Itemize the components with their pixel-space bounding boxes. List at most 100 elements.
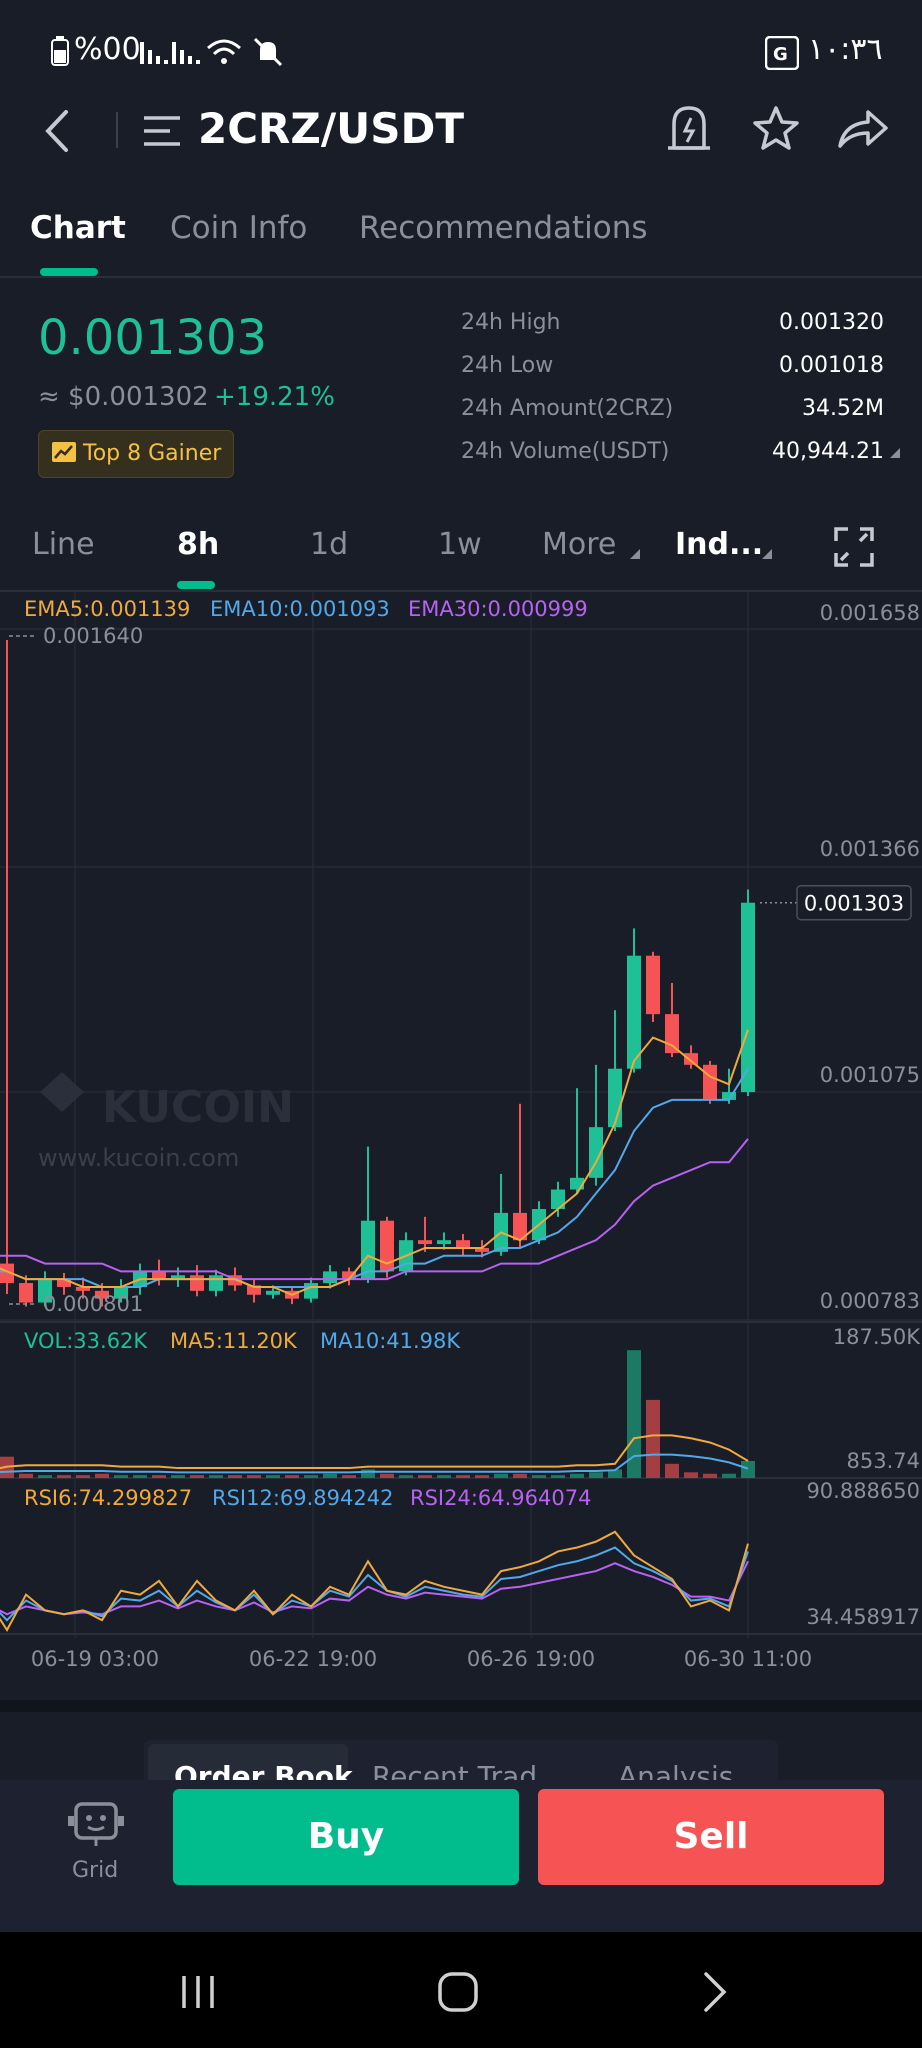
tab-recent-trades[interactable]: Recent Trad [372, 1760, 538, 1780]
tab-analysis[interactable]: Analysis [618, 1760, 734, 1780]
volume-legend-item: VOL:33.62K [24, 1329, 148, 1353]
volume-bar [494, 1473, 508, 1478]
mute-icon [253, 37, 283, 67]
volume-bar [627, 1350, 641, 1478]
time-axis: 06-19 03:00 06-22 19:00 06-26 19:00 06-30 1… [31, 1647, 812, 1671]
stat-value: 34.52M [802, 396, 884, 421]
price-axis-label: 0.001366 [820, 837, 920, 861]
candle-body [323, 1271, 337, 1284]
candle-body [57, 1279, 71, 1287]
stat-value: 0.001018 [779, 353, 884, 378]
time-axis-label: 06-26 19:00 [467, 1647, 595, 1671]
ticker-panel: 0.001303 ≈ $0.001302 +19.21% Top 8 Gaine… [0, 290, 922, 490]
menu-icon[interactable] [142, 114, 182, 148]
price-axis-label: 0.001075 [820, 1063, 920, 1087]
sell-button[interactable]: Sell [538, 1789, 884, 1885]
buy-button[interactable]: Buy [173, 1789, 519, 1885]
candle-body [266, 1290, 280, 1295]
candle-body [76, 1286, 90, 1291]
pair-title[interactable]: 2CRZ/USDT [198, 104, 465, 153]
volume-bar [456, 1475, 470, 1478]
status-bar: %00 G ١٠:٣٦ [0, 0, 922, 100]
volume-bar [646, 1399, 660, 1478]
trend-up-icon [52, 442, 76, 462]
grid-label[interactable]: Grid [72, 1858, 119, 1883]
candle-body [342, 1271, 356, 1280]
low-marker-label: 0.000801 [43, 1292, 143, 1316]
back-icon[interactable] [42, 106, 72, 156]
tab-recommendations[interactable]: Recommendations [359, 210, 648, 246]
action-bar: Grid Buy Sell [0, 1780, 922, 1932]
candle-body [0, 1263, 14, 1284]
candle-body [722, 1092, 736, 1100]
candle-body [38, 1279, 52, 1303]
volume-bar [722, 1473, 736, 1478]
order-tab-active-bg [148, 1744, 348, 1780]
signal-icon [172, 42, 200, 64]
timeframe-line[interactable]: Line [32, 527, 95, 562]
recents-icon[interactable] [178, 1972, 222, 2012]
volume-bar [418, 1475, 432, 1478]
volume-bars [0, 1350, 755, 1478]
header: 2CRZ/USDT [0, 100, 922, 260]
rsi-axis-label: 90.888650 [806, 1479, 920, 1503]
candle-body [703, 1064, 717, 1100]
back-nav-icon[interactable] [700, 1970, 730, 2014]
star-icon[interactable] [752, 104, 800, 152]
dropdown-triangle-icon[interactable] [888, 446, 902, 460]
ema-legend: EMA5:0.001139 EMA10:0.001093 EMA30:0.00099… [24, 597, 588, 621]
volume-bar [532, 1475, 546, 1478]
timeframe-more[interactable]: More [542, 527, 617, 562]
volume-bar [703, 1473, 717, 1478]
panel-separator [0, 1700, 922, 1712]
volume-bar [285, 1475, 299, 1478]
timeframe-1w[interactable]: 1w [438, 527, 482, 562]
time-axis-label: 06-19 03:00 [31, 1647, 159, 1671]
candle-body [684, 1053, 698, 1065]
volume-bar [190, 1475, 204, 1478]
timeframe-bar: Line 8h 1d 1w More Ind... [0, 505, 922, 591]
volume-bar [380, 1473, 394, 1478]
volume-bar [95, 1473, 109, 1478]
stat-label: 24h High [461, 310, 561, 335]
indicators-button[interactable]: Ind... [675, 527, 764, 562]
home-icon[interactable] [436, 1970, 480, 2014]
volume-bar [38, 1475, 52, 1478]
volume-axis: 187.50K 853.74 [833, 1325, 921, 1473]
volume-bar [551, 1475, 565, 1478]
volume-bar [266, 1475, 280, 1478]
volume-bar [513, 1473, 527, 1478]
vol-ma10-line [0, 1453, 749, 1474]
order-tabs: Order Book Recent Trad Analysis [144, 1740, 778, 1780]
tab-coin-info[interactable]: Coin Info [170, 210, 308, 246]
tab-order-book[interactable]: Order Book [174, 1760, 353, 1780]
volume-bar [589, 1472, 603, 1478]
candle-body [741, 902, 755, 1093]
candle-body [19, 1283, 33, 1303]
battery-percent: %00 [74, 32, 141, 67]
volume-axis-label: 853.74 [847, 1449, 920, 1473]
share-icon[interactable] [836, 106, 890, 150]
price-axis-label: 0.001658 [820, 601, 920, 625]
chart-grid [0, 592, 922, 1638]
kline-chart[interactable]: KUCOIN www.kucoin.com 0.0016580.0013660.… [0, 592, 922, 1700]
tab-chart[interactable]: Chart [30, 210, 126, 246]
grid-bot-icon[interactable] [68, 1800, 124, 1848]
candle-body [380, 1220, 394, 1272]
candle-body [589, 1127, 603, 1178]
volume-bar [684, 1472, 698, 1478]
gainer-badge[interactable]: Top 8 Gainer [38, 430, 235, 478]
volume-bar [665, 1463, 679, 1478]
candle-body [437, 1240, 451, 1245]
stat-value: 0.001320 [779, 310, 884, 335]
volume-bar [19, 1473, 33, 1478]
timeframe-active-indicator [177, 581, 215, 589]
candle-body [418, 1240, 432, 1245]
fullscreen-icon[interactable] [834, 527, 874, 567]
bottom-panel: Order Book Recent Trad Analysis Grid Buy… [0, 1700, 922, 1932]
dropdown-triangle-icon [762, 549, 772, 559]
timeframe-1d[interactable]: 1d [310, 527, 349, 562]
alert-bell-icon[interactable] [666, 104, 712, 154]
timeframe-8h[interactable]: 8h [177, 527, 220, 562]
ema-legend-item: EMA5:0.001139 [24, 597, 190, 621]
